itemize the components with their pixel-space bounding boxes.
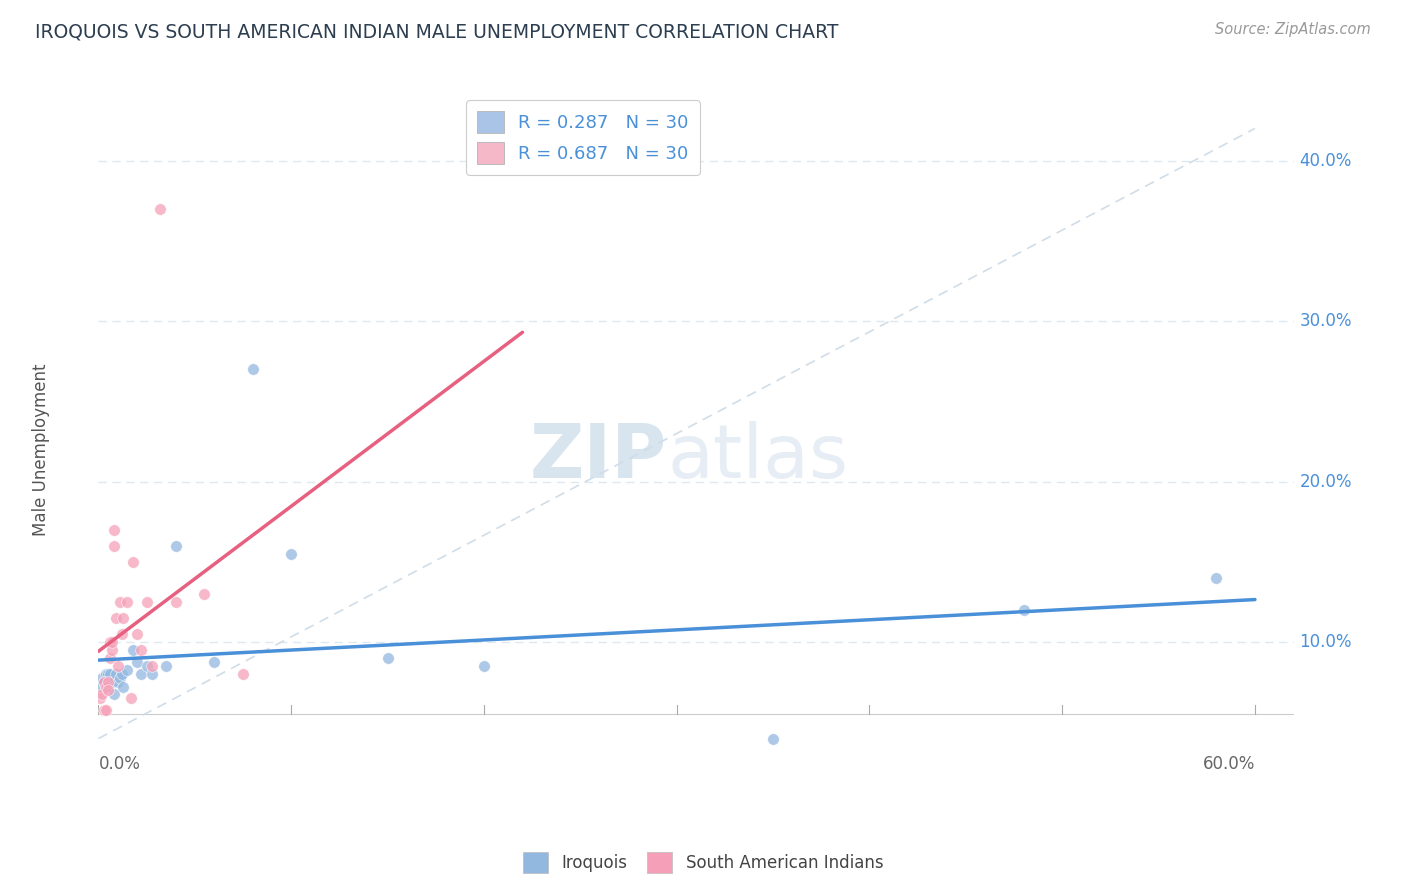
Point <box>97 675 120 690</box>
Point <box>135 659 157 673</box>
Text: atlas: atlas <box>666 421 848 494</box>
Legend: Iroquois, South American Indians: Iroquois, South American Indians <box>516 846 890 880</box>
Point <box>122 555 145 569</box>
Point <box>93 703 115 717</box>
Point <box>135 595 157 609</box>
Text: 40.0%: 40.0% <box>1299 152 1351 169</box>
Point <box>89 679 111 693</box>
Point <box>125 655 148 669</box>
Point <box>149 202 172 216</box>
Point <box>89 691 111 706</box>
Point <box>91 687 114 701</box>
Point <box>120 691 142 706</box>
Point <box>112 611 135 625</box>
Point <box>165 595 187 609</box>
Point <box>94 703 117 717</box>
Point <box>202 655 225 669</box>
Point <box>107 675 129 690</box>
Legend: R = 0.287   N = 30, R = 0.687   N = 30: R = 0.287 N = 30, R = 0.687 N = 30 <box>465 100 700 175</box>
Point <box>91 671 114 685</box>
Point <box>104 667 127 681</box>
Text: 10.0%: 10.0% <box>1299 633 1351 651</box>
Point <box>129 643 152 657</box>
Point <box>193 587 215 601</box>
Point <box>112 680 135 694</box>
Point <box>97 680 120 694</box>
Point <box>101 643 124 657</box>
Point <box>110 667 132 681</box>
Point <box>104 611 127 625</box>
Point <box>1012 603 1035 617</box>
Point <box>129 667 152 681</box>
Point <box>98 651 121 665</box>
Point <box>125 627 148 641</box>
Point <box>103 687 125 701</box>
Point <box>117 663 139 677</box>
Point <box>242 362 264 376</box>
Point <box>117 595 139 609</box>
Point <box>280 547 302 561</box>
Point <box>110 627 132 641</box>
Text: 0.0%: 0.0% <box>98 755 141 772</box>
Point <box>98 667 121 681</box>
Text: Source: ZipAtlas.com: Source: ZipAtlas.com <box>1215 22 1371 37</box>
Point <box>97 667 120 681</box>
Point <box>107 659 129 673</box>
Point <box>98 635 121 649</box>
Point <box>93 675 115 690</box>
Point <box>165 539 187 553</box>
Point <box>122 643 145 657</box>
Point <box>94 667 117 681</box>
Point <box>97 683 120 698</box>
Point <box>377 651 399 665</box>
Point <box>108 595 131 609</box>
Point <box>762 731 785 746</box>
Point <box>101 675 124 690</box>
Point <box>141 667 163 681</box>
Point <box>103 539 125 553</box>
Point <box>141 659 163 673</box>
Point <box>101 635 124 649</box>
Text: IROQUOIS VS SOUTH AMERICAN INDIAN MALE UNEMPLOYMENT CORRELATION CHART: IROQUOIS VS SOUTH AMERICAN INDIAN MALE U… <box>35 22 838 41</box>
Text: ZIP: ZIP <box>530 421 666 494</box>
Text: Male Unemployment: Male Unemployment <box>31 363 49 536</box>
Point <box>108 671 131 685</box>
Point <box>232 667 254 681</box>
Text: 20.0%: 20.0% <box>1299 473 1351 491</box>
Point <box>1205 571 1227 585</box>
Text: 60.0%: 60.0% <box>1202 755 1256 772</box>
Point <box>103 523 125 537</box>
Text: 30.0%: 30.0% <box>1299 312 1351 330</box>
Point <box>472 659 495 673</box>
Point <box>93 675 115 690</box>
Point <box>155 659 177 673</box>
Point <box>94 680 117 694</box>
